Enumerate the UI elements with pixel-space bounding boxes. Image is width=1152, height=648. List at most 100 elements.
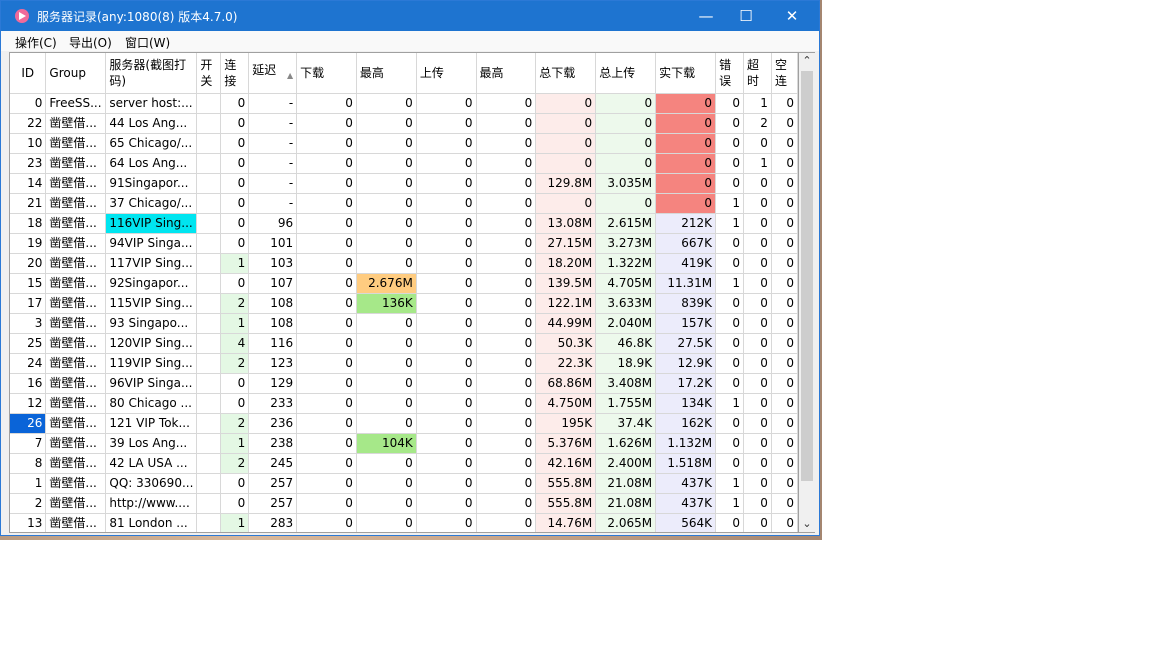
cell-totaldown: 5.376M <box>535 433 597 454</box>
cell-switch <box>196 453 222 474</box>
cell-totalup: 3.408M <box>595 373 657 394</box>
cell-totalup: 1.322M <box>595 253 657 274</box>
cell-max2: 0 <box>476 473 537 494</box>
table-row[interactable]: 14 凿壁借... 91Singapor... 0-0 0 0 0 129.8M 3.035M 0… <box>10 173 798 194</box>
column-header-max1[interactable]: 最高 <box>356 53 417 94</box>
column-header-switch[interactable]: 开关 <box>196 53 222 94</box>
cell-up: 0 <box>416 173 477 194</box>
table-row[interactable]: 22 凿壁借... 44 Los Ang... 0-0 0 0 0 0 0 0 0 2 0 <box>10 113 798 134</box>
cell-id: 15 <box>10 273 47 294</box>
table-row[interactable]: 19 凿壁借... 94VIP Singa... 0 101 0 0 0 0 27.15M 3.27… <box>10 233 798 254</box>
column-header-id[interactable]: ID <box>10 53 47 94</box>
minimize-button[interactable]: — <box>698 7 714 25</box>
cell-err: 0 <box>715 293 744 314</box>
cell-group: 凿壁借... <box>45 513 107 532</box>
table-row[interactable]: 16 凿壁借... 96VIP Singa... 0 129 0 0 0 0 68.86M 3.40… <box>10 373 798 394</box>
cell-realdown: 667K <box>655 233 717 254</box>
table-row[interactable]: 2 凿壁借... http://www.... 0 257 0 0 0 0 555.8M 21.08… <box>10 493 798 514</box>
table-row[interactable]: 10 凿壁借... 65 Chicago/... 0-0 0 0 0 0 0 0 0 0 0 <box>10 133 798 154</box>
menu-window[interactable]: 窗口(W) <box>125 36 171 50</box>
table-row[interactable]: 20 凿壁借... 117VIP Sing... 1 103 0 0 0 0 18.20M 1.32… <box>10 253 798 274</box>
menu-export[interactable]: 导出(O) <box>69 36 112 50</box>
cell-delay: 101 <box>248 233 298 254</box>
table-row[interactable]: 0 FreeSS... server host:... 0-0 0 0 0 0 0 0 0 1 0 <box>10 93 798 114</box>
column-header-delay[interactable]: 延迟 ▲ <box>248 53 298 94</box>
cell-realdown: 12.9K <box>655 353 717 374</box>
cell-empty: 0 <box>771 413 798 434</box>
cell-server: 80 Chicago ... <box>105 393 198 414</box>
table-row[interactable]: 7 凿壁借... 39 Los Ang... 1 238 0 104K 0 0 5.376M 1.6… <box>10 433 798 454</box>
table-row[interactable]: 23 凿壁借... 64 Los Ang... 0-0 0 0 0 0 0 0 0 1 0 <box>10 153 798 174</box>
cell-max1: 0 <box>356 113 417 134</box>
cell-totaldown: 42.16M <box>535 453 597 474</box>
cell-realdown: 839K <box>655 293 717 314</box>
column-header-realdown[interactable]: 实下载 <box>655 53 717 94</box>
column-header-totalup[interactable]: 总上传 <box>595 53 657 94</box>
cell-max2: 0 <box>476 393 537 414</box>
table-row[interactable]: 17 凿壁借... 115VIP Sing... 2 108 0 136K 0 0 122.1M 3… <box>10 293 798 314</box>
cell-totalup: 18.9K <box>595 353 657 374</box>
column-header-label: 总上传 <box>599 65 636 80</box>
menu-operate[interactable]: 操作(C) <box>15 36 57 50</box>
cell-id: 24 <box>10 353 47 374</box>
table-row[interactable]: 12 凿壁借... 80 Chicago ... 0 233 0 0 0 0 4.750M 1.75… <box>10 393 798 414</box>
column-header-timeout[interactable]: 超时 <box>743 53 772 94</box>
cell-conn: 1 <box>220 253 250 274</box>
table-row[interactable]: 8 凿壁借... 42 LA USA ... 2 245 0 0 0 0 42.16M 2.400M… <box>10 453 798 474</box>
table-row[interactable]: 18 凿壁借... 116VIP Sing... 0 96 0 0 0 0 13.08M 2.615… <box>10 213 798 234</box>
table-row[interactable]: 13 凿壁借... 81 London ... 1 283 0 0 0 0 14.76M 2.065… <box>10 513 798 532</box>
column-header-totaldown[interactable]: 总下载 <box>535 53 597 94</box>
cell-delay: - <box>248 173 298 194</box>
cell-timeout: 0 <box>743 473 772 494</box>
table-row[interactable]: 21 凿壁借... 37 Chicago/... 0-0 0 0 0 0 0 0 1 0 0 <box>10 193 798 214</box>
cell-delay: 107 <box>248 273 298 294</box>
cell-server: 39 Los Ang... <box>105 433 198 454</box>
scroll-up-icon[interactable]: ⌃ <box>802 54 812 67</box>
table-row[interactable]: 26 凿壁借... 121 VIP Tok... 2 236 0 0 0 0 195K 37.4K 1… <box>10 413 798 434</box>
cell-group: 凿壁借... <box>45 293 107 314</box>
cell-realdown: 0 <box>655 153 717 174</box>
column-header-max2[interactable]: 最高 <box>476 53 537 94</box>
scroll-down-icon[interactable]: ⌄ <box>802 517 812 530</box>
table-row[interactable]: 1 凿壁借... QQ: 330690... 0 257 0 0 0 0 555.8M 21.08M… <box>10 473 798 494</box>
scroll-thumb[interactable] <box>801 71 813 481</box>
cell-empty: 0 <box>771 173 798 194</box>
column-header-conn[interactable]: 连接 <box>220 53 250 94</box>
cell-delay: - <box>248 193 298 214</box>
column-header-server[interactable]: 服务器(截图打码) <box>105 53 198 94</box>
column-header-group[interactable]: Group <box>45 53 107 94</box>
cell-max2: 0 <box>476 513 537 532</box>
cell-up: 0 <box>416 493 477 514</box>
cell-switch <box>196 93 222 114</box>
cell-up: 0 <box>416 453 477 474</box>
cell-timeout: 0 <box>743 313 772 334</box>
cell-server: 92Singapor... <box>105 273 198 294</box>
cell-realdown: 437K <box>655 493 717 514</box>
cell-max2: 0 <box>476 373 537 394</box>
cell-group: 凿壁借... <box>45 313 107 334</box>
cell-empty: 0 <box>771 253 798 274</box>
table-row[interactable]: 24 凿壁借... 119VIP Sing... 2 123 0 0 0 0 22.3K 18.9K… <box>10 353 798 374</box>
table-row[interactable]: 25 凿壁借... 120VIP Sing... 4 116 0 0 0 0 50.3K 46.8K… <box>10 333 798 354</box>
table-row[interactable]: 15 凿壁借... 92Singapor... 0 107 0 2.676M 0 0 139.5M… <box>10 273 798 294</box>
cell-empty: 0 <box>771 313 798 334</box>
cell-realdown: 419K <box>655 253 717 274</box>
column-header-empty[interactable]: 空连 <box>771 53 798 94</box>
close-button[interactable]: ✕ <box>785 7 799 25</box>
maximize-button[interactable]: ☐ <box>739 7 753 25</box>
column-header-down[interactable]: 下载 <box>296 53 357 94</box>
cell-max1: 0 <box>356 93 417 114</box>
cell-totaldown: 0 <box>535 193 597 214</box>
table-row[interactable]: 3 凿壁借... 93 Singapo... 1 108 0 0 0 0 44.99M 2.040M… <box>10 313 798 334</box>
title-bar[interactable]: 服务器记录(any:1080(8) 版本4.7.0) — ☐ ✕ <box>1 1 819 31</box>
cell-timeout: 0 <box>743 333 772 354</box>
column-header-err[interactable]: 错误 <box>715 53 744 94</box>
cell-realdown: 212K <box>655 213 717 234</box>
cell-delay: 257 <box>248 473 298 494</box>
cell-server: http://www.... <box>105 493 198 514</box>
cell-server: 116VIP Sing... <box>105 213 198 234</box>
column-header-up[interactable]: 上传 <box>416 53 477 94</box>
vertical-scrollbar[interactable]: ⌃ ⌄ <box>799 52 815 533</box>
cell-err: 1 <box>715 273 744 294</box>
cell-conn: 0 <box>220 393 250 414</box>
